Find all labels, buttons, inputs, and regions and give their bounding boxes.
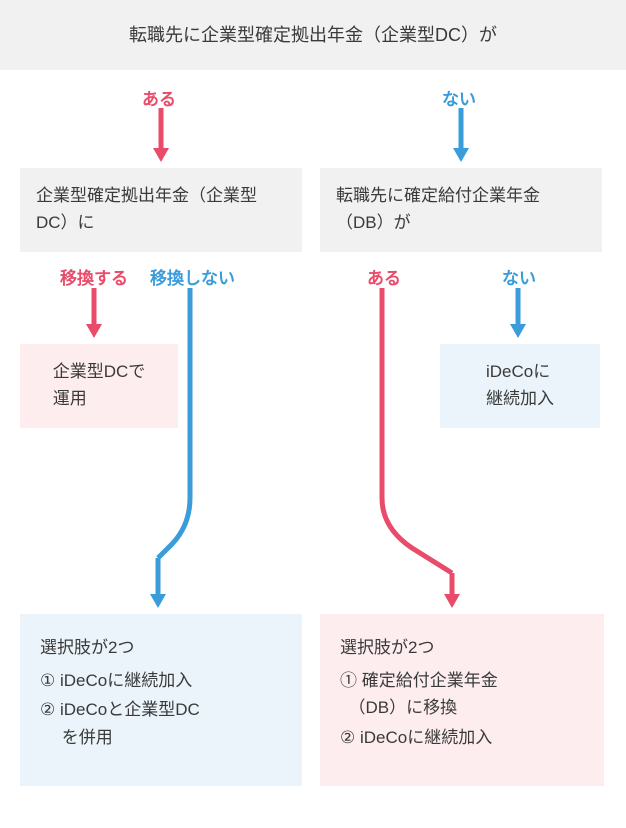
branch2-left-no-label: 移換しない (150, 264, 235, 289)
arrow-b2r-no (508, 288, 528, 338)
header-box: 転職先に企業型確定拠出年金（企業型DC）が (0, 0, 626, 70)
branch2-right-no-label: ない (502, 264, 536, 289)
result-right-blue: iDeCoに 継続加入 (440, 344, 600, 428)
box-right-1: 転職先に確定給付企業年金（DB）が (320, 168, 602, 252)
arrow-b2l-yes (84, 288, 104, 338)
box-left-1-text: 企業型確定拠出年金（企業型DC）に (36, 182, 286, 236)
arrow-b2l-no-elbow (140, 288, 240, 608)
result-bl-opt1: ① iDeCoに継続加入 (40, 667, 192, 694)
box-left-1: 企業型確定拠出年金（企業型DC）に (20, 168, 302, 252)
result-right-blue-text: iDeCoに 継続加入 (486, 358, 554, 412)
result-bottom-right: 選択肢が2つ ① 確定給付企業年金 （DB）に移換 ② iDeCoに継続加入 (320, 614, 604, 786)
branch1-no-label: ない (442, 85, 476, 110)
result-br-opt1: ① 確定給付企業年金 （DB）に移換 (340, 667, 498, 721)
result-left-pink-text: 企業型DCで 運用 (53, 358, 146, 412)
header-text: 転職先に企業型確定拠出年金（企業型DC）が (129, 21, 497, 50)
box-right-1-text: 転職先に確定給付企業年金（DB）が (336, 182, 586, 236)
branch2-left-yes-label: 移換する (60, 264, 128, 289)
result-bl-opt2: ② iDeCoと企業型DC を併用 (40, 696, 200, 750)
arrow-b2r-yes-long (372, 288, 492, 608)
result-left-pink: 企業型DCで 運用 (20, 344, 178, 428)
arrow-branch1-yes (151, 108, 171, 162)
arrow-branch1-no (451, 108, 471, 162)
result-br-title: 選択肢が2つ (340, 634, 434, 661)
result-br-opt2: ② iDeCoに継続加入 (340, 724, 492, 751)
result-bl-title: 選択肢が2つ (40, 634, 134, 661)
branch2-right-yes-label: ある (367, 264, 401, 289)
result-bottom-left: 選択肢が2つ ① iDeCoに継続加入 ② iDeCoと企業型DC を併用 (20, 614, 302, 786)
branch1-yes-label: ある (142, 85, 176, 110)
